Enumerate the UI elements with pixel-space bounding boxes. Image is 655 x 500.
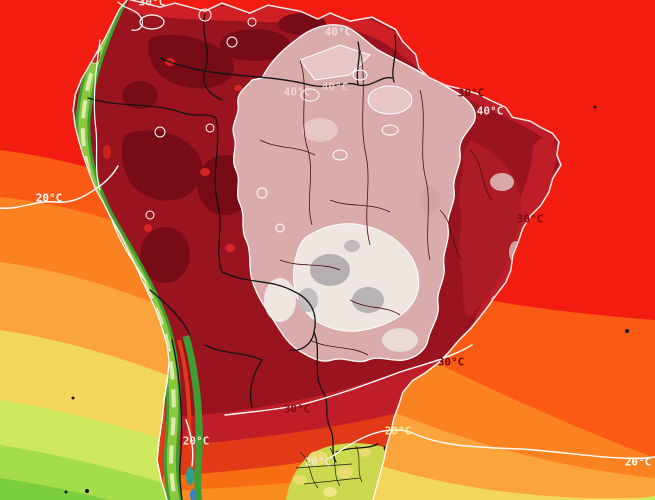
isotherm-20c-southeast [329, 429, 655, 460]
isotherm-contours [0, 1, 655, 467]
state-borders [259, 49, 493, 356]
province-borders [295, 445, 363, 489]
country-borders [87, 13, 397, 500]
andes-cold-spot [186, 467, 194, 485]
heat-core-region [232, 24, 476, 363]
isotherm-loops-andes [93, 1, 165, 283]
isotherm-30c-south [224, 344, 473, 416]
andes-east-ridge [182, 335, 203, 500]
gray-hot-blobs [298, 240, 384, 313]
isotherm-loops-amazon [145, 8, 399, 233]
white-hot-core [293, 223, 420, 332]
island-specks [64, 105, 629, 494]
isotherm-20c-west [0, 165, 119, 209]
south-yellow-spots [293, 447, 371, 497]
ocean-band-deep-green [0, 478, 109, 500]
isotherm-20c-andes [185, 419, 194, 467]
